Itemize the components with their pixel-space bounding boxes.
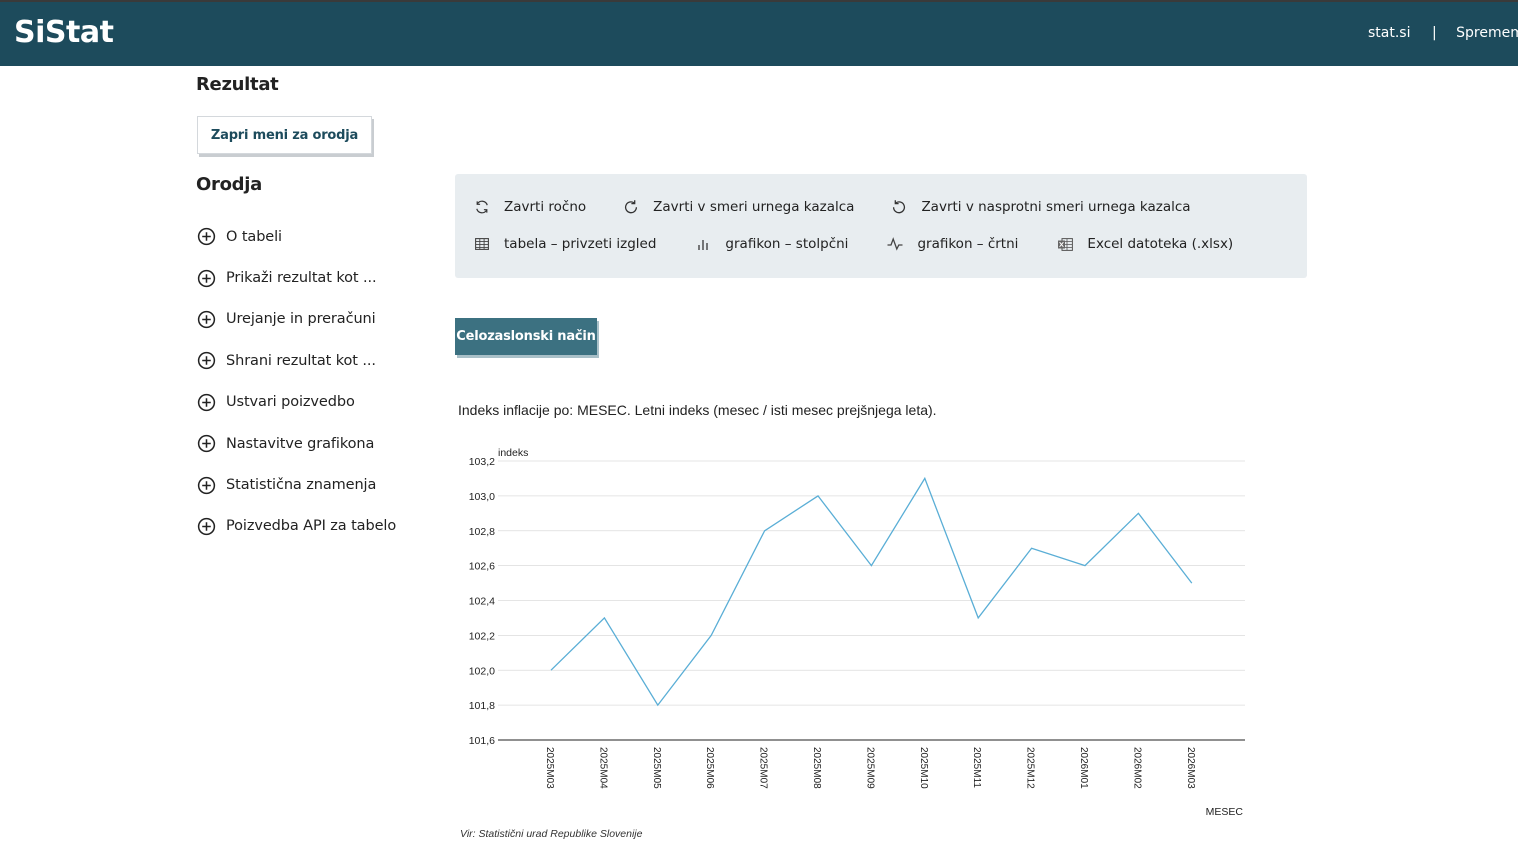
plus-circle-icon	[197, 517, 216, 536]
top-bar: SiStat stat.si | Spremembe	[0, 0, 1518, 66]
changes-link[interactable]: Spremembe	[1456, 25, 1518, 41]
tool-item-label: Prikaži rezultat kot ...	[226, 270, 377, 287]
tool-item-about-table[interactable]: O tabeli	[197, 216, 396, 257]
line-chart-icon	[886, 235, 904, 253]
chart-source: Vir: Statistični urad Republike Slovenij…	[460, 828, 643, 840]
top-links: stat.si | Spremembe	[1368, 25, 1518, 41]
x-tick-label: 2025M03	[544, 747, 555, 789]
x-tick-label: 2025M12	[1025, 747, 1036, 789]
plus-circle-icon	[197, 269, 216, 287]
fullscreen-button[interactable]: Celozaslonski način	[455, 318, 597, 355]
x-axis-label: MESEC	[1206, 806, 1244, 818]
line-chart-button[interactable]: grafikon – črtni	[886, 235, 1018, 253]
tool-item-statistical-signs[interactable]: Statistična znamenja	[197, 464, 396, 505]
tool-item-save-result-as[interactable]: Shrani rezultat kot ...	[197, 340, 396, 381]
y-tick-label: 102,6	[469, 561, 495, 573]
tool-item-label: Poizvedba API za tabelo	[226, 518, 397, 535]
rotate-counterclockwise-label: Zavrti v nasprotni smeri urnega kazalca	[921, 199, 1191, 215]
sistat-logo[interactable]: SiStat	[14, 15, 114, 50]
y-tick-label: 103,0	[469, 491, 495, 503]
rotate-counterclockwise-button[interactable]: Zavrti v nasprotni smeri urnega kazalca	[890, 198, 1191, 216]
stat-si-link[interactable]: stat.si	[1368, 25, 1411, 41]
x-tick-label: 2026M03	[1185, 747, 1196, 789]
tools-heading: Orodja	[196, 174, 262, 195]
rotate-clockwise-label: Zavrti v smeri urnega kazalca	[653, 199, 855, 215]
tool-item-label: Urejanje in preračuni	[226, 311, 376, 328]
x-tick-label: 2025M08	[811, 747, 822, 789]
x-tick-label: 2025M10	[918, 747, 929, 789]
line-chart-label: grafikon – črtni	[917, 236, 1019, 252]
excel-export-label: Excel datoteka (.xlsx)	[1087, 236, 1234, 252]
result-heading: Rezultat	[196, 74, 279, 95]
plus-circle-icon	[197, 476, 216, 494]
tool-item-chart-settings[interactable]: Nastavitve grafikona	[197, 423, 396, 464]
table-view-label: tabela – privzeti izgled	[504, 236, 657, 252]
table-view-button[interactable]: tabela – privzeti izgled	[473, 235, 656, 253]
line-chart: indeks 101,6 101,8 102,0 102,2 102,4 102,6 102…	[469, 447, 1245, 818]
tool-item-edit-calculate[interactable]: Urejanje in preračuni	[197, 299, 396, 340]
chart-title: Indeks inflacije po: MESEC. Letni indeks…	[458, 402, 937, 418]
x-tick-label: 2026M01	[1078, 747, 1089, 789]
y-tick-label: 102,4	[469, 596, 495, 608]
rotate-counterclockwise-icon	[890, 198, 908, 216]
y-tick-label: 102,0	[469, 665, 495, 677]
y-tick-label: 102,8	[469, 526, 495, 538]
table-icon	[473, 235, 491, 253]
y-tick-label: 101,6	[469, 735, 495, 747]
close-tools-button[interactable]: Zapri meni za orodja	[197, 116, 372, 154]
tools-panel: Zavrti ročno Zavrti v smeri urnega kazal…	[455, 174, 1307, 278]
link-separator: |	[1431, 25, 1437, 41]
tool-item-api-query[interactable]: Poizvedba API za tabelo	[197, 506, 396, 547]
x-tick-label: 2025M11	[971, 747, 982, 788]
bar-chart-icon	[694, 235, 712, 253]
tool-item-label: Statistična znamenja	[226, 477, 377, 494]
rotate-row: Zavrti ročno Zavrti v smeri urnega kazal…	[473, 198, 1191, 216]
x-tick-label: 2026M02	[1131, 747, 1142, 789]
tool-item-label: Shrani rezultat kot ...	[226, 352, 376, 369]
plus-circle-icon	[197, 434, 216, 453]
plus-circle-icon	[197, 310, 216, 329]
rotate-clockwise-button[interactable]: Zavrti v smeri urnega kazalca	[622, 198, 854, 216]
tool-item-label: O tabeli	[226, 228, 282, 245]
excel-export-button[interactable]: Excel datoteka (.xlsx)	[1056, 235, 1233, 253]
bar-chart-label: grafikon – stolpčni	[725, 236, 849, 252]
rotate-manual-button[interactable]: Zavrti ročno	[473, 198, 586, 216]
plus-circle-icon	[197, 393, 216, 411]
y-tick-label: 102,2	[469, 630, 495, 642]
view-row: tabela – privzeti izgled grafikon – stol…	[473, 235, 1233, 253]
x-tick-label: 2025M06	[704, 747, 715, 789]
series-line	[550, 476, 1193, 707]
tools-list: O tabeli Prikaži rezultat kot ... Urejan…	[197, 216, 396, 547]
bar-chart-button[interactable]: grafikon – stolpčni	[694, 235, 848, 253]
plus-circle-icon	[197, 228, 216, 246]
x-tick-label: 2025M04	[597, 747, 608, 789]
y-tick-label: 101,8	[469, 700, 495, 712]
y-axis-label: indeks	[498, 447, 528, 459]
rotate-manual-icon	[473, 198, 491, 216]
x-tick-label: 2025M05	[651, 747, 662, 789]
excel-icon	[1056, 235, 1074, 253]
rotate-manual-label: Zavrti ročno	[504, 199, 587, 215]
tool-item-create-query[interactable]: Ustvari poizvedbo	[197, 382, 396, 423]
tool-item-label: Ustvari poizvedbo	[226, 394, 355, 411]
tool-item-label: Nastavitve grafikona	[226, 435, 375, 452]
x-tick-label: 2025M07	[758, 747, 769, 789]
x-tick-label: 2025M09	[864, 747, 875, 789]
plus-circle-icon	[197, 352, 216, 370]
rotate-clockwise-icon	[622, 198, 640, 216]
tool-item-show-result-as[interactable]: Prikaži rezultat kot ...	[197, 257, 396, 298]
y-tick-label: 103,2	[469, 456, 495, 468]
